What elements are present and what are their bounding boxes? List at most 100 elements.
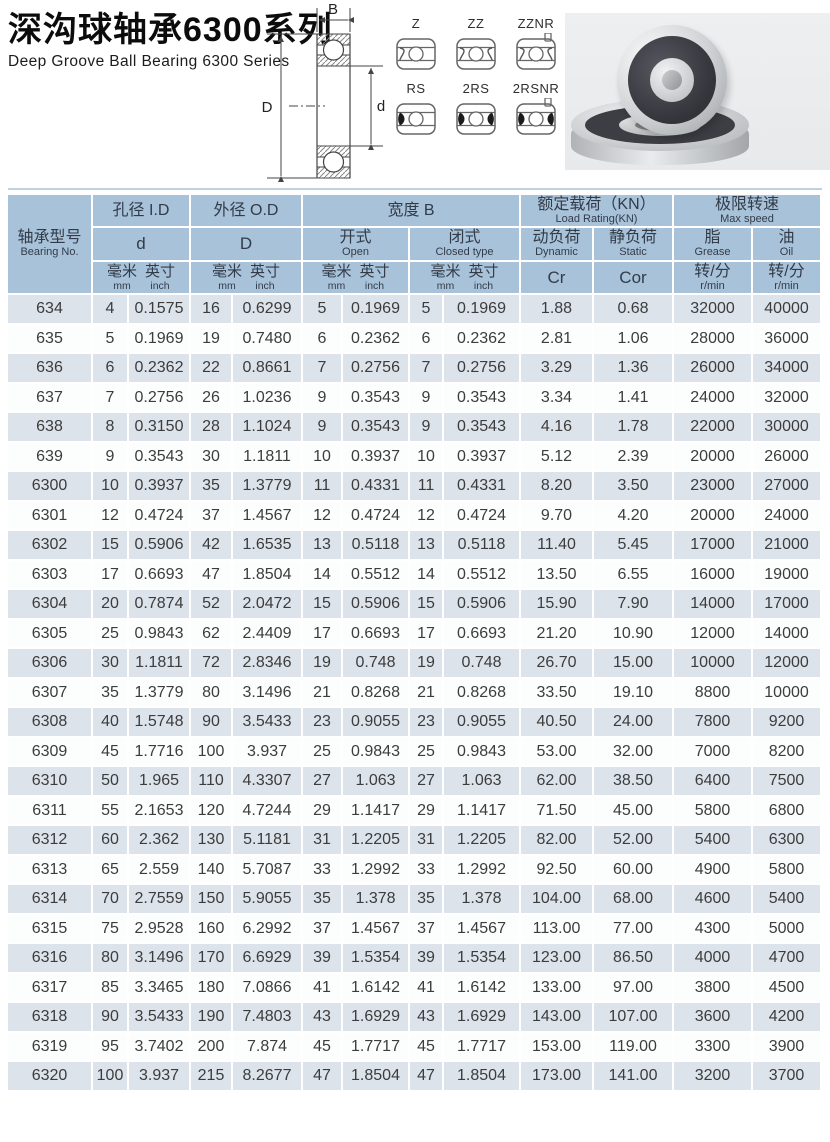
value-cell: 8 [93,413,129,443]
bearing-seal-2rs-icon [456,103,496,135]
value-cell: 37 [303,914,343,945]
value-cell: 3.937 [129,1062,191,1092]
value-cell: 1.3779 [129,678,191,709]
bearing-product-photo [565,13,830,170]
col-header-grease: 脂 Grease [674,228,754,262]
value-cell: 0.6693 [129,560,191,591]
value-cell: 33.50 [521,678,594,709]
value-cell: 0.2756 [129,383,191,414]
value-cell: 0.2362 [129,354,191,384]
col-group-width: 宽度 B [303,195,521,229]
value-cell: 32.00 [594,737,675,768]
value-cell: 53.00 [521,737,594,768]
seal-type-2rsnr: 2RSNR [506,81,566,138]
value-cell: 22000 [674,413,754,443]
value-cell: 10000 [674,649,754,679]
value-cell: 0.8268 [343,678,410,709]
value-cell: 190 [191,1003,233,1033]
table-row: 637 7 0.2756 26 1.0236 9 0.3543 9 0.3543 3.34 1.41… [8,383,823,414]
value-cell: 37 [410,914,444,945]
table-row: 6313 65 2.559 140 5.7087 33 1.2992 33 1.2992 92.5… [8,855,823,886]
value-cell: 45.00 [594,796,675,827]
value-cell: 133.00 [521,973,594,1004]
value-cell: 1.36 [594,354,675,384]
value-cell: 1.6142 [444,973,521,1004]
seal-label-zz: ZZ [467,16,485,31]
value-cell: 10000 [753,678,823,709]
page-title-block: 深沟球轴承6300系列 Deep Groove Ball Bearing 630… [8,11,333,71]
value-cell: 40.50 [521,708,594,738]
value-cell: 41 [410,973,444,1004]
value-cell: 7.90 [594,590,675,620]
value-cell: 0.9843 [343,737,410,768]
bearing-no-cell: 637 [8,383,93,414]
col-header-bearing-no: 轴承型号 Bearing No. [8,195,93,296]
value-cell: 100 [93,1062,129,1092]
value-cell: 100 [191,737,233,768]
value-cell: 19 [191,324,233,355]
col-header-bore-units: 毫米 mm 英寸 inch [93,261,191,296]
value-cell: 77.00 [594,914,675,945]
value-cell: 55 [93,796,129,827]
value-cell: 5.45 [594,531,675,561]
value-cell: 11 [410,472,444,502]
value-cell: 1.6929 [343,1003,410,1033]
value-cell: 6 [303,324,343,355]
value-cell: 27 [303,767,343,797]
value-cell: 1.4567 [343,914,410,945]
value-cell: 7 [93,383,129,414]
value-cell: 47 [410,1062,444,1092]
col-header-open: 开式 Open [303,228,410,262]
value-cell: 3.29 [521,354,594,384]
table-row: 6311 55 2.1653 120 4.7244 29 1.1417 29 1.1417 71.… [8,796,823,827]
value-cell: 16000 [674,560,754,591]
diagram-bore-label: d [377,98,385,115]
value-cell: 1.4567 [233,501,303,532]
value-cell: 29 [410,796,444,827]
bearing-no-cell: 6314 [8,885,93,915]
value-cell: 35 [93,678,129,709]
seal-label-zznr: ZZNR [517,16,555,31]
value-cell: 86.50 [594,944,675,974]
value-cell: 7.4803 [233,1003,303,1033]
bearing-seal-rs-icon [396,103,436,135]
col-group-bore: 孔径 I.D [93,195,191,229]
bearing-no-cell: 6310 [8,767,93,797]
value-cell: 9 [303,383,343,414]
value-cell: 11.40 [521,531,594,561]
value-cell: 1.8504 [233,560,303,591]
table-row: 635 5 0.1969 19 0.7480 6 0.2362 6 0.2362 2.81 1.06… [8,324,823,355]
value-cell: 9 [410,383,444,414]
value-cell: 3200 [674,1062,754,1092]
value-cell: 2.362 [129,826,191,856]
value-cell: 19000 [753,560,823,591]
bearing-seal-zznr-icon [516,33,556,70]
value-cell: 97.00 [594,973,675,1004]
value-cell: 1.2205 [444,826,521,856]
bearing-no-cell: 6315 [8,914,93,945]
value-cell: 0.9055 [343,708,410,738]
value-cell: 5.1181 [233,826,303,856]
value-cell: 0.5512 [444,560,521,591]
seal-type-z: Z [386,16,446,73]
bearing-no-cell: 6300 [8,472,93,502]
value-cell: 14000 [674,590,754,620]
value-cell: 5400 [753,885,823,915]
value-cell: 1.1417 [444,796,521,827]
value-cell: 27 [410,767,444,797]
value-cell: 0.2362 [343,324,410,355]
value-cell: 14 [303,560,343,591]
table-row: 6307 35 1.3779 80 3.1496 21 0.8268 21 0.8268 33.5… [8,678,823,709]
value-cell: 15 [303,590,343,620]
value-cell: 9200 [753,708,823,738]
value-cell: 0.5906 [444,590,521,620]
value-cell: 62.00 [521,767,594,797]
value-cell: 6400 [674,767,754,797]
value-cell: 4.16 [521,413,594,443]
value-cell: 17000 [674,531,754,561]
value-cell: 9.70 [521,501,594,532]
value-cell: 90 [191,708,233,738]
value-cell: 160 [191,914,233,945]
bearing-no-cell: 6320 [8,1062,93,1092]
value-cell: 0.7874 [129,590,191,620]
